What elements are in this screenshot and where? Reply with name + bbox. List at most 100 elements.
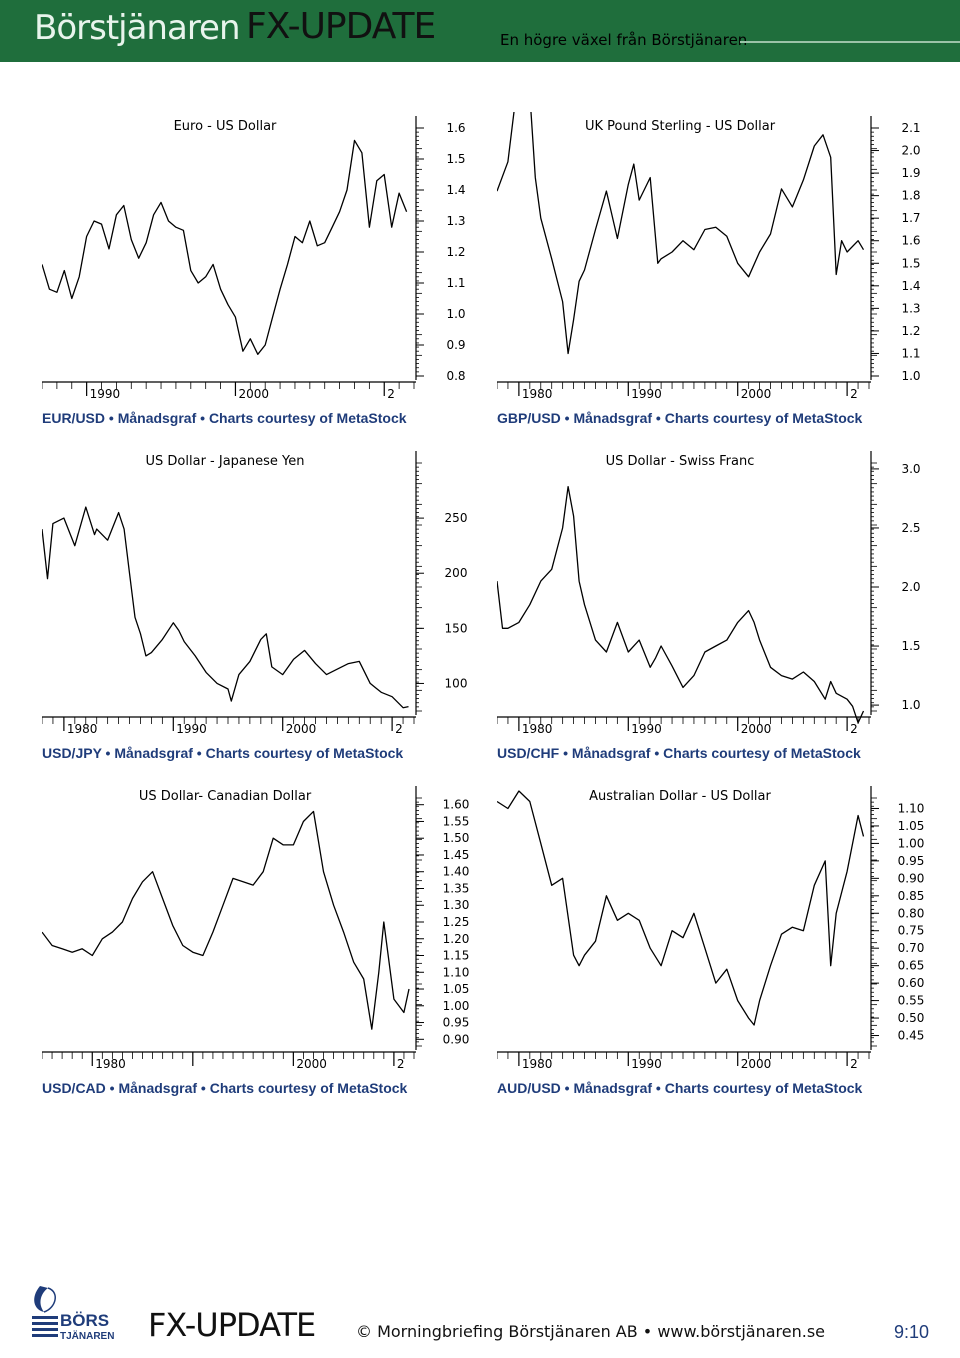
y-tick-label: 1.10 xyxy=(443,965,470,979)
svg-text:BÖRS: BÖRS xyxy=(60,1311,109,1330)
y-tick-label: 1.20 xyxy=(443,932,470,946)
y-tick-label: 1.0 xyxy=(901,369,920,383)
x-tick-label: 2000 xyxy=(741,387,772,401)
x-tick-label: 2 xyxy=(850,387,858,401)
y-tick-label: 1.6 xyxy=(901,234,920,248)
chart-caption: AUD/USD • Månadsgraf • Charts courtesy o… xyxy=(497,1080,863,1096)
chart-title: US Dollar - Swiss Franc xyxy=(606,454,755,469)
footer-copyright: © Morningbriefing Börstjänaren AB • www.… xyxy=(356,1322,825,1341)
chart-caption: USD/CAD • Månadsgraf • Charts courtesy o… xyxy=(42,1080,408,1096)
x-tick-label: 2000 xyxy=(296,1057,327,1071)
chart-caption: EUR/USD • Månadsgraf • Charts courtesy o… xyxy=(42,410,407,426)
x-tick-label: 2 xyxy=(395,722,403,736)
x-tick-label: 2000 xyxy=(741,1057,772,1071)
x-tick-label: 2000 xyxy=(741,722,772,736)
y-tick-label: 1.5 xyxy=(446,152,465,166)
chart-title: US Dollar- Canadian Dollar xyxy=(139,789,312,804)
header-divider xyxy=(740,41,960,43)
y-tick-label: 1.5 xyxy=(901,639,920,653)
series-line xyxy=(497,112,865,355)
y-tick-label: 1.7 xyxy=(901,211,920,225)
x-tick-label: 2 xyxy=(850,1057,858,1071)
y-tick-label: 2.1 xyxy=(901,121,920,135)
y-tick-label: 1.35 xyxy=(443,881,470,895)
y-tick-label: 1.25 xyxy=(443,915,470,929)
chart-panel-gbpusd: UK Pound Sterling - US Dollar 1.0 1.1 1.2 1.… xyxy=(497,112,927,442)
series-line xyxy=(42,810,410,1030)
chart-panel-eurusd: Euro - US Dollar 0.8 0.9 1.0 1.1 1.2 1.3 1.4 1.5… xyxy=(42,112,472,442)
x-tick-label: 1990 xyxy=(631,387,662,401)
y-tick-label: 0.85 xyxy=(898,889,925,903)
y-tick-label: 0.50 xyxy=(898,1011,925,1025)
x-tick-label: 2 xyxy=(397,1057,405,1071)
y-tick-label: 0.45 xyxy=(898,1029,925,1043)
chart-caption: USD/CHF • Månadsgraf • Charts courtesy o… xyxy=(497,745,861,761)
y-tick-label: 3.0 xyxy=(901,462,920,476)
y-tick-label: 1.10 xyxy=(898,801,925,815)
chart-caption: USD/JPY • Månadsgraf • Charts courtesy o… xyxy=(42,745,404,761)
chart-eurusd: Euro - US Dollar 0.8 0.9 1.0 1.1 1.2 1.3 1.4 1.5… xyxy=(42,116,466,401)
series-line xyxy=(497,790,865,1026)
x-tick-label: 1990 xyxy=(90,387,121,401)
chart-caption: GBP/USD • Månadsgraf • Charts courtesy o… xyxy=(497,410,863,426)
y-tick-label: 0.95 xyxy=(443,1016,470,1030)
y-tick-label: 1.4 xyxy=(901,279,920,293)
y-tick-label: 1.2 xyxy=(901,324,920,338)
chart-title: Euro - US Dollar xyxy=(174,119,277,134)
x-tick-label: 1980 xyxy=(522,387,553,401)
y-tick-label: 1.0 xyxy=(901,698,920,712)
y-tick-label: 1.40 xyxy=(443,865,470,879)
series-line xyxy=(497,485,865,724)
chart-audusd: Australian Dollar - US Dollar 0.45 0.50 0.5… xyxy=(497,786,925,1071)
y-tick-label: 0.55 xyxy=(898,994,925,1008)
y-tick-label: 1.50 xyxy=(443,831,470,845)
chart-panel-audusd: Australian Dollar - US Dollar 0.45 0.50 0.5… xyxy=(497,782,927,1112)
series-line xyxy=(42,139,408,355)
y-tick-label: 1.00 xyxy=(443,999,470,1013)
y-tick-label: 1.9 xyxy=(901,166,920,180)
tagline: En högre växel från Börstjänaren xyxy=(500,31,748,49)
y-tick-label: 0.80 xyxy=(898,906,925,920)
chart-title: US Dollar - Japanese Yen xyxy=(146,454,305,469)
y-tick-label: 1.30 xyxy=(443,898,470,912)
x-tick-label: 1980 xyxy=(522,722,553,736)
chart-title: UK Pound Sterling - US Dollar xyxy=(585,119,776,134)
x-tick-label: 2000 xyxy=(286,722,317,736)
footer-product: FX-UPDATE xyxy=(148,1306,316,1344)
y-tick-label: 0.8 xyxy=(446,369,465,383)
y-tick-label: 0.75 xyxy=(898,924,925,938)
svg-text:TJÄNAREN: TJÄNAREN xyxy=(60,1329,114,1342)
series-line xyxy=(42,506,409,709)
chart-usdcad: US Dollar- Canadian Dollar 0.90 0.95 1.00 1.… xyxy=(42,786,470,1071)
x-tick-label: 1980 xyxy=(67,722,98,736)
chart-panel-usdchf: US Dollar - Swiss Franc 1.0 1.5 2.0 2.5 3.0 19… xyxy=(497,447,927,777)
x-tick-label: 1990 xyxy=(176,722,207,736)
y-tick-label: 1.5 xyxy=(901,256,920,270)
y-tick-label: 1.00 xyxy=(898,836,925,850)
brand-name: Börstjänaren xyxy=(34,8,241,48)
header-banner: Börstjänaren FX-UPDATE En högre växel fr… xyxy=(0,0,960,62)
y-tick-label: 0.65 xyxy=(898,959,925,973)
y-tick-label: 1.1 xyxy=(446,276,465,290)
chart-panel-usdjpy: US Dollar - Japanese Yen 100 150 200 250 1980… xyxy=(42,447,472,777)
x-tick-label: 2000 xyxy=(238,387,269,401)
y-tick-label: 1.05 xyxy=(443,982,470,996)
y-tick-label: 1.45 xyxy=(443,848,470,862)
y-tick-label: 150 xyxy=(445,621,468,635)
y-tick-label: 0.95 xyxy=(898,854,925,868)
y-tick-label: 2.0 xyxy=(901,580,920,594)
x-tick-label: 1980 xyxy=(522,1057,553,1071)
x-tick-label: 1990 xyxy=(631,722,662,736)
y-tick-label: 2.5 xyxy=(901,521,920,535)
y-tick-label: 1.4 xyxy=(446,183,465,197)
y-tick-label: 1.0 xyxy=(446,307,465,321)
y-tick-label: 0.60 xyxy=(898,976,925,990)
y-tick-label: 1.55 xyxy=(443,814,470,828)
chart-panel-usdcad: US Dollar- Canadian Dollar 0.90 0.95 1.00 1.… xyxy=(42,782,472,1112)
y-tick-label: 200 xyxy=(445,566,468,580)
product-name: FX-UPDATE xyxy=(246,6,436,47)
y-tick-label: 100 xyxy=(445,676,468,690)
x-tick-label: 2 xyxy=(387,387,395,401)
y-tick-label: 1.3 xyxy=(901,301,920,315)
y-tick-label: 1.6 xyxy=(446,121,465,135)
